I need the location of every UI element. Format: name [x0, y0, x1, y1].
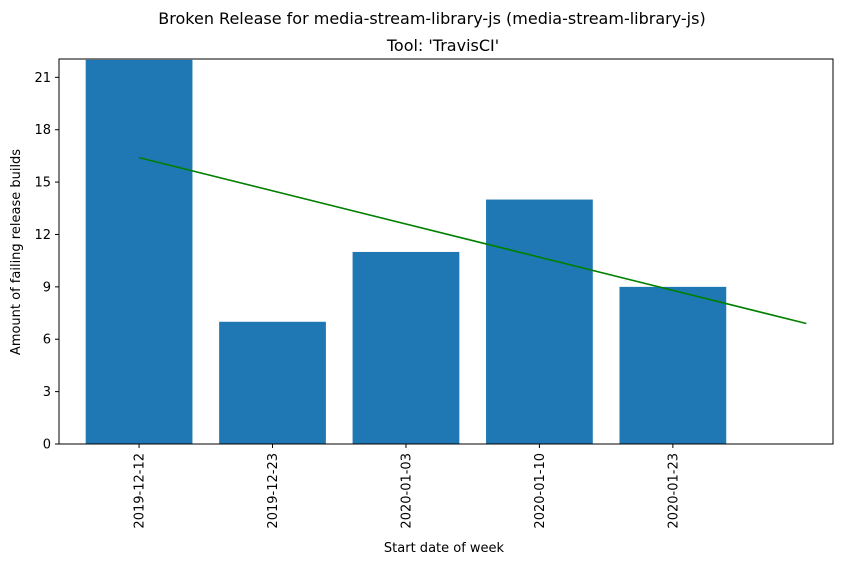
- chart-title: Tool: 'TravisCI': [386, 36, 499, 55]
- y-tick-label: 21: [34, 71, 51, 86]
- trend-group: [138, 156, 807, 325]
- trend-line: [138, 156, 807, 325]
- plot-frame: [58, 58, 834, 445]
- x-axis: 2019-12-12 2019-12-23 2020-01-03 2020-01-10…: [133, 444, 681, 529]
- chart-suptitle: Broken Release for media-stream-library-…: [158, 9, 705, 28]
- x-tick-label: 2019-12-12: [133, 453, 148, 529]
- x-tick-label: 2020-01-03: [399, 453, 414, 529]
- bar-2019-12-23: [219, 321, 326, 444]
- x-tick-label: 2020-01-23: [666, 453, 681, 529]
- y-tick-label: 9: [43, 280, 51, 295]
- x-axis-label: Start date of week: [384, 541, 505, 556]
- x-tick-label: 2019-12-23: [266, 453, 281, 529]
- bar-2020-01-23: [619, 286, 727, 444]
- bars-group: [85, 59, 727, 444]
- y-tick-label: 0: [43, 438, 51, 453]
- y-tick-label: 3: [43, 385, 51, 400]
- y-tick-label: 12: [34, 228, 51, 243]
- y-tick-label: 6: [43, 333, 51, 348]
- y-axis: 0 3 6 9 12 15 18 21: [34, 71, 59, 453]
- y-tick-label: 18: [34, 123, 51, 138]
- y-axis-label: Amount of failing release builds: [9, 149, 24, 355]
- bar-2020-01-03: [352, 251, 460, 444]
- y-tick-label: 15: [34, 176, 51, 191]
- x-tick-label: 2020-01-10: [533, 453, 548, 529]
- bar-2020-01-10: [486, 199, 593, 444]
- bar-2019-12-12: [85, 59, 193, 444]
